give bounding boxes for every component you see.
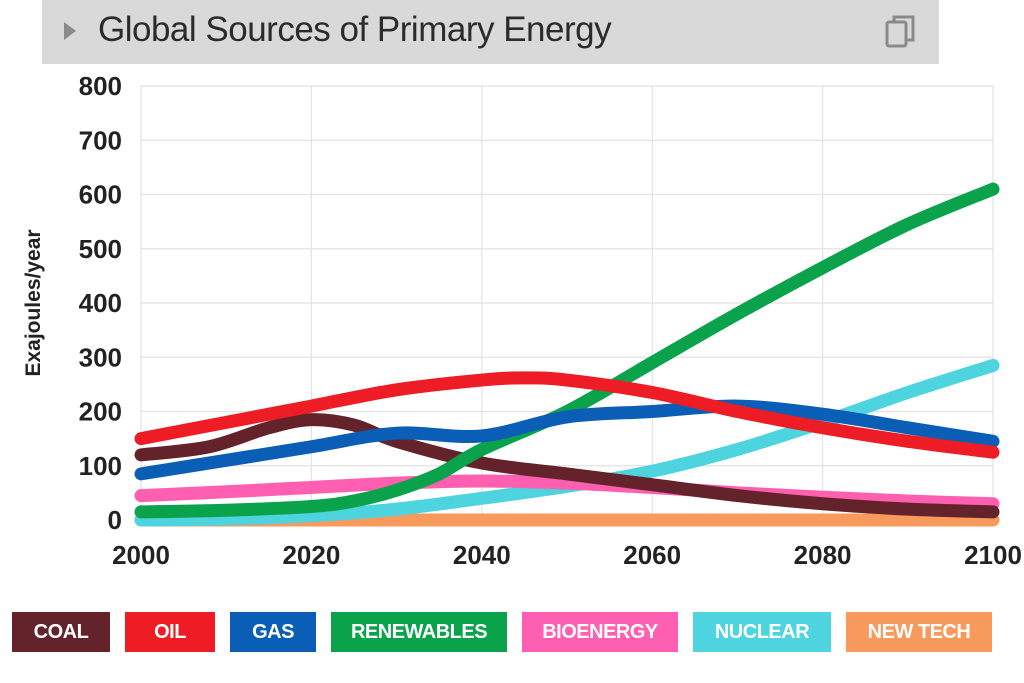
series-line-coal <box>134 413 1000 519</box>
y-axis-label: Exajoules/year <box>22 229 45 376</box>
series-line-bioenergy <box>134 474 1000 511</box>
y-tick-label: 300 <box>79 342 122 372</box>
y-tick-label: 600 <box>79 180 122 210</box>
y-tick-label: 0 <box>108 505 122 535</box>
legend-item-gas[interactable]: GAS <box>230 612 316 652</box>
legend-item-oil[interactable]: OIL <box>125 612 215 652</box>
x-tick-label: 2080 <box>794 540 852 570</box>
legend-item-nuclear[interactable]: NUCLEAR <box>693 612 831 652</box>
x-tick-label: 2020 <box>282 540 340 570</box>
x-tick-label: 2100 <box>964 540 1022 570</box>
legend-item-bioenergy[interactable]: BIOENERGY <box>522 612 678 652</box>
y-tick-label: 400 <box>79 288 122 318</box>
line-chart: 0 100 200 300 400 500 600 700 800 2000 2020 2040 206… <box>22 71 1022 570</box>
legend-item-new-tech[interactable]: NEW TECH <box>846 612 992 652</box>
y-tick-label: 200 <box>79 397 122 427</box>
x-tick-label: 2060 <box>623 540 681 570</box>
legend-item-renewables[interactable]: RENEWABLES <box>331 612 507 652</box>
series-line-oil <box>134 371 1000 459</box>
chart-header: Global Sources of Primary Energy <box>42 0 939 64</box>
y-tick-label: 100 <box>79 451 122 481</box>
chart-title: Global Sources of Primary Energy <box>98 10 612 49</box>
y-tick-label: 500 <box>79 234 122 264</box>
legend-item-coal[interactable]: COAL <box>12 612 110 652</box>
series-line-renewables <box>134 182 1000 519</box>
x-tick-label: 2040 <box>453 540 511 570</box>
y-tick-label: 700 <box>79 125 122 155</box>
y-tick-label: 800 <box>79 71 122 101</box>
expand-triangle-icon[interactable] <box>64 22 76 40</box>
copy-icon[interactable] <box>884 14 918 50</box>
series-line-gas <box>134 399 1000 481</box>
x-tick-label: 2000 <box>112 540 170 570</box>
